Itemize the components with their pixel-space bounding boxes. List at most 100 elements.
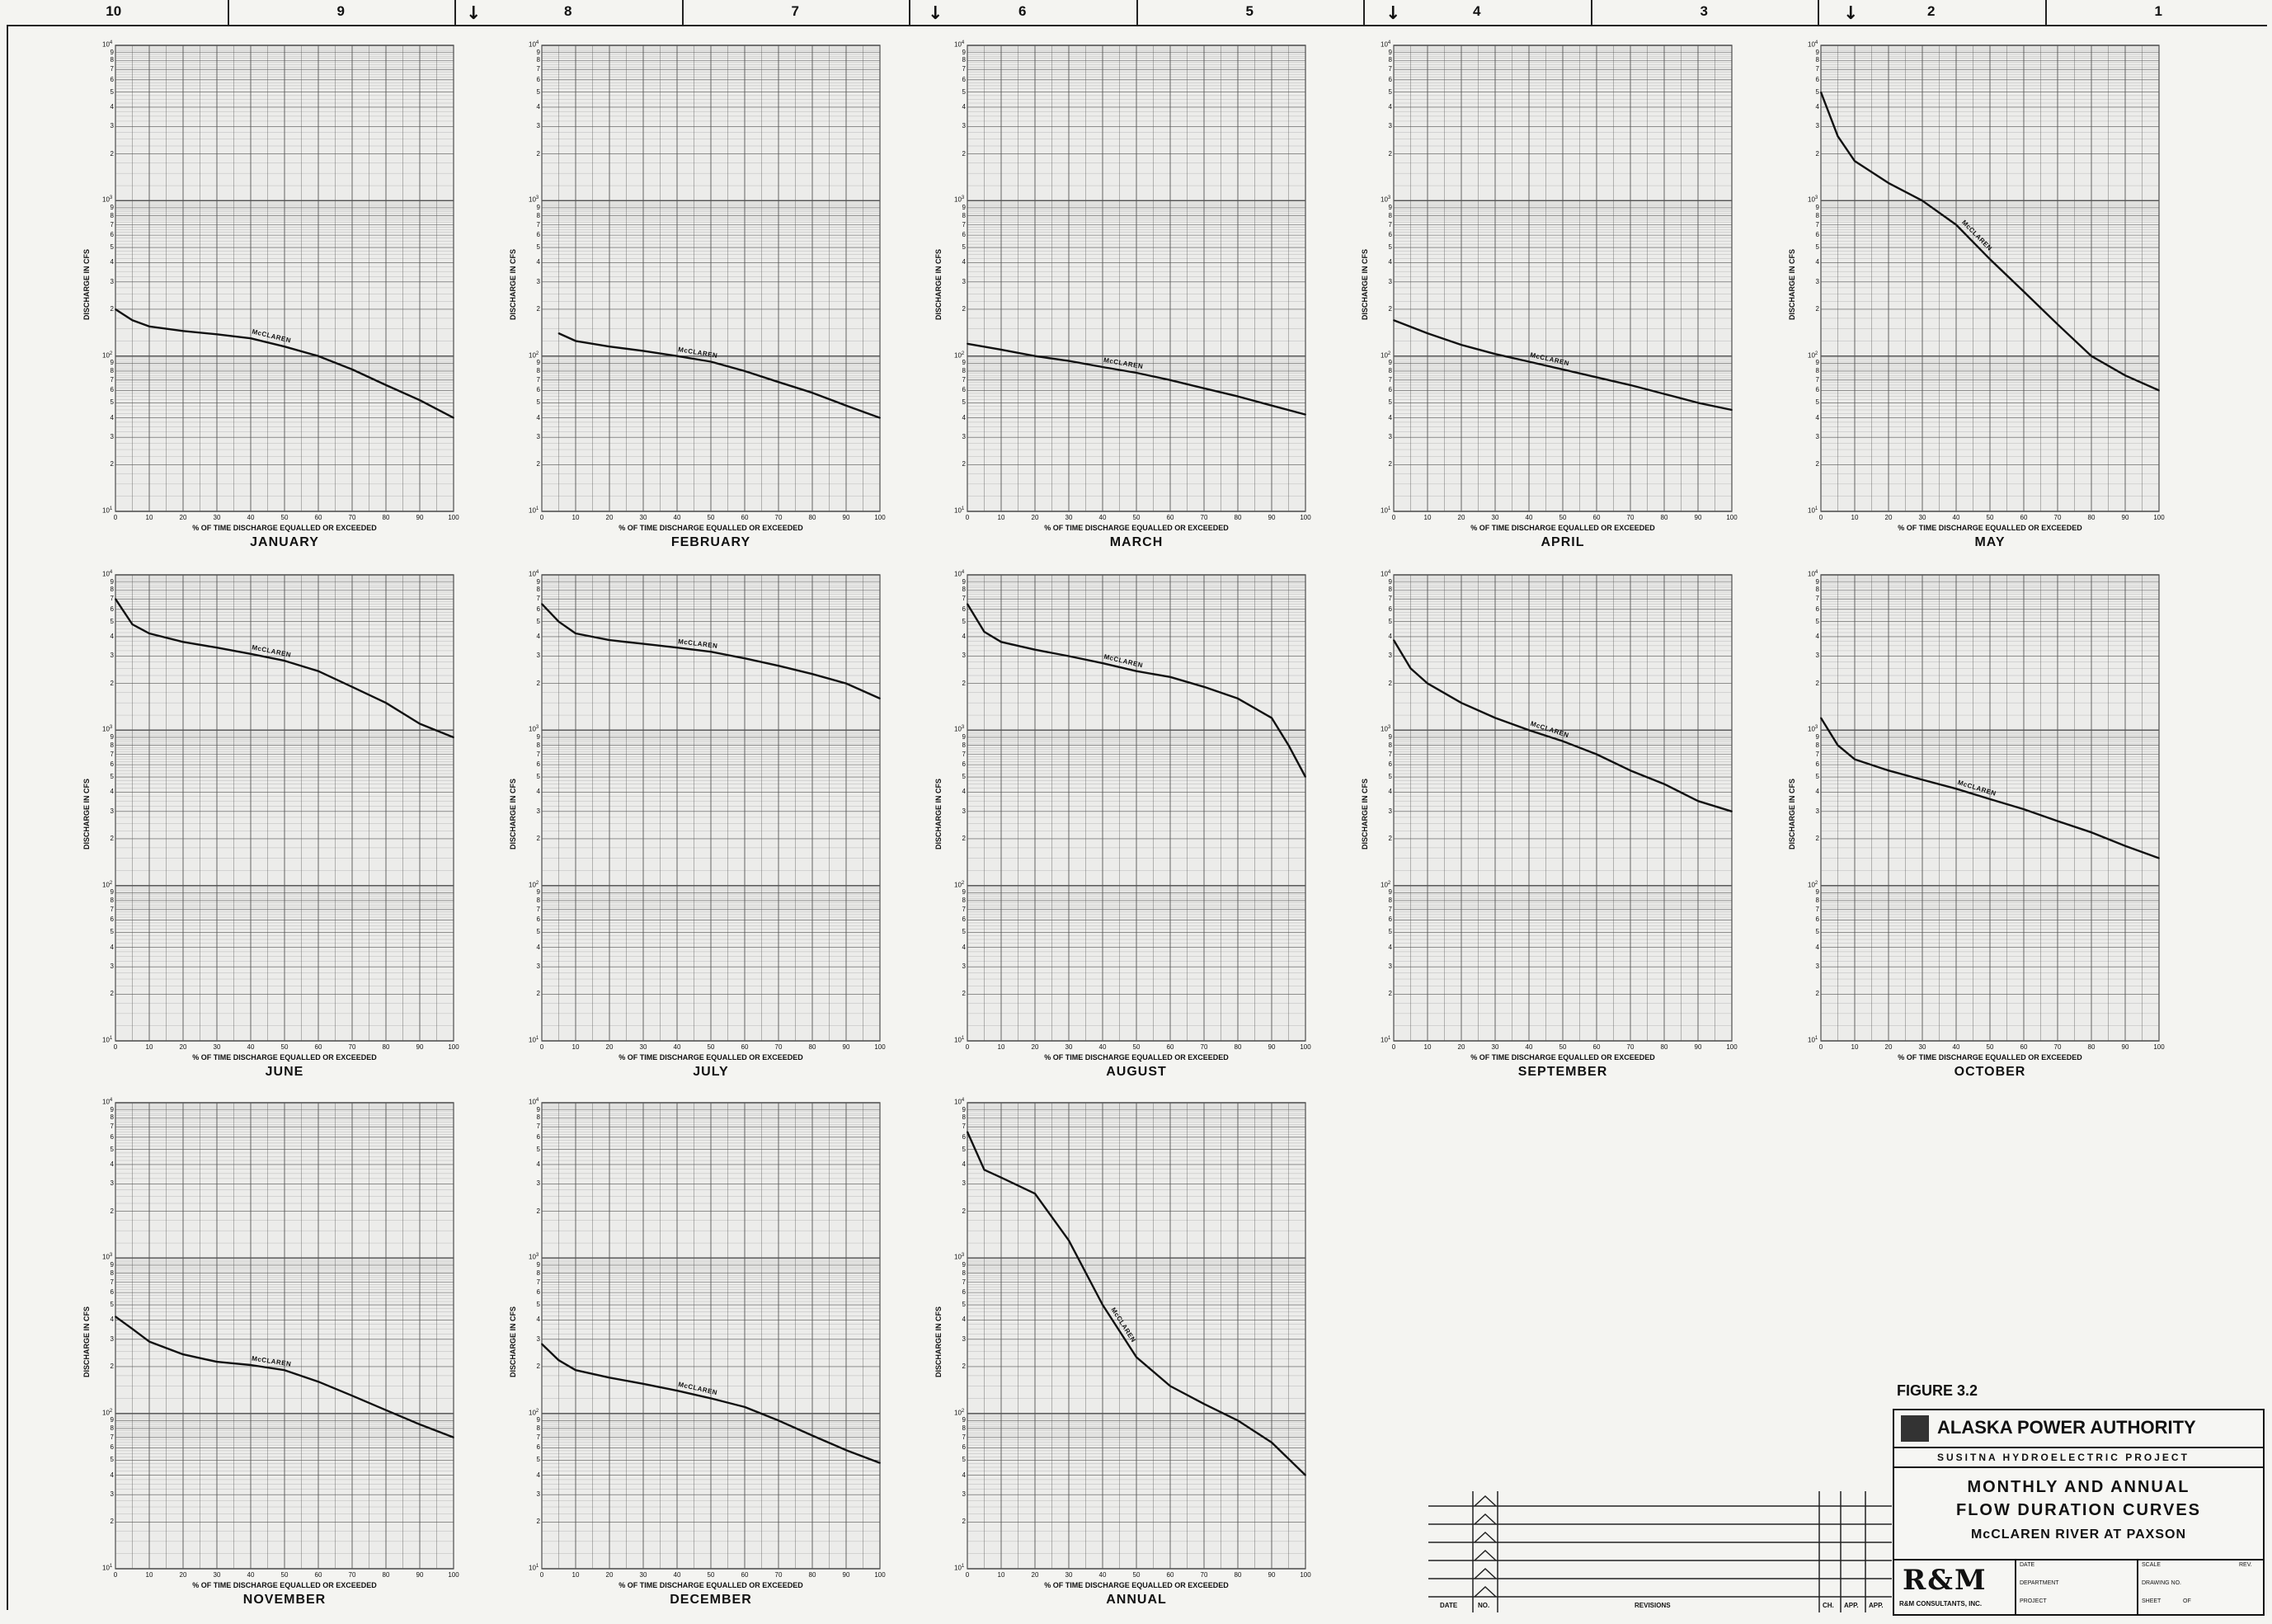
data-point bbox=[967, 603, 968, 605]
y-tick-label: 5 bbox=[962, 398, 966, 407]
data-point bbox=[845, 1449, 847, 1452]
zone-divider bbox=[909, 0, 910, 25]
x-tick-label: 0 bbox=[965, 1043, 970, 1051]
y-tick-label: 6 bbox=[962, 916, 966, 924]
y-tick-label: 8 bbox=[536, 1424, 540, 1432]
chart-title: AUGUST bbox=[1106, 1065, 1167, 1079]
chart-title: JANUARY bbox=[250, 535, 319, 549]
grid-lines bbox=[115, 45, 454, 512]
rev-date-header: DATE bbox=[1440, 1602, 1458, 1609]
x-tick-label: 60 bbox=[314, 1043, 322, 1051]
x-axis-label: % OF TIME DISCHARGE EQUALLED OR EXCEEDED bbox=[619, 1581, 803, 1589]
y-tick-label: 2 bbox=[1815, 834, 1819, 842]
x-axis-label: % OF TIME DISCHARGE EQUALLED OR EXCEEDED bbox=[1898, 1053, 2082, 1061]
x-tick-label: 70 bbox=[348, 1043, 356, 1051]
zone-label-7: 7 bbox=[791, 3, 799, 19]
x-tick-label: 50 bbox=[707, 514, 715, 521]
y-tick-label: 9 bbox=[1815, 359, 1819, 367]
drawing-cell: SCALE DRAWING NO. SHEET OF REV. bbox=[2138, 1560, 2262, 1614]
y-tick-label: 2 bbox=[1388, 304, 1392, 313]
y-tick-label: 2 bbox=[1815, 990, 1819, 998]
x-tick-label: 50 bbox=[1559, 1043, 1567, 1051]
y-tick-label: 5 bbox=[536, 1145, 540, 1153]
rev-app2-header: APP. bbox=[1869, 1602, 1884, 1609]
y-tick-label: 7 bbox=[962, 1123, 966, 1131]
chart-panel-july: McCLAREN 101 2 3 4 5 6 7 8 9 102 2 3 4 5 6 7 8 9 103 2 3 4 5 6 7 8… bbox=[501, 568, 896, 1096]
y-tick-label: 5 bbox=[1388, 398, 1392, 407]
chart-panel-september: McCLAREN 101 2 3 4 5 6 7 8 9 102 2 3 4 5 6 7 8 9 103 2 3 4 5 6 7 8… bbox=[1352, 568, 1748, 1096]
y-tick-label: 2 bbox=[1815, 679, 1819, 687]
data-point bbox=[182, 1353, 184, 1355]
data-point bbox=[778, 381, 779, 384]
y-tick-label: 3 bbox=[962, 122, 966, 130]
data-point bbox=[1854, 160, 1856, 162]
x-tick-label: 70 bbox=[2053, 514, 2062, 521]
data-point bbox=[1427, 682, 1428, 685]
tb-authority-row: ALASKA POWER AUTHORITY bbox=[1894, 1410, 2263, 1448]
y-tick-label: 4 bbox=[536, 413, 540, 421]
y-tick-decade: 101 bbox=[954, 1036, 965, 1044]
y-tick-label: 3 bbox=[962, 1335, 966, 1343]
y-tick-label: 7 bbox=[536, 1433, 540, 1441]
data-point bbox=[983, 1169, 985, 1171]
grid-lines bbox=[967, 1102, 1306, 1570]
data-point bbox=[1955, 788, 1957, 790]
chart-panel-annual: McCLAREN 101 2 3 4 5 6 7 8 9 102 2 3 4 5 6 7 8 9 103 2 3 4 5 6 7 8… bbox=[926, 1096, 1322, 1624]
y-tick-decade: 103 bbox=[954, 195, 965, 204]
data-point bbox=[115, 1316, 116, 1318]
data-point bbox=[453, 1436, 454, 1438]
y-tick-label: 9 bbox=[1388, 48, 1392, 56]
y-tick-label: 2 bbox=[536, 1362, 540, 1370]
chart-panel-march: McCLAREN 101 2 3 4 5 6 7 8 9 102 2 3 4 5 6 7 8 9 103 2 3 4 5 6 7 8… bbox=[926, 39, 1322, 567]
y-tick-label: 6 bbox=[962, 760, 966, 769]
x-tick-label: 20 bbox=[1031, 1043, 1039, 1051]
x-tick-label: 70 bbox=[1200, 1571, 1208, 1579]
y-tick-label: 8 bbox=[110, 366, 114, 374]
x-tick-label: 10 bbox=[145, 1571, 153, 1579]
y-tick-label: 6 bbox=[1388, 386, 1392, 394]
y-tick-decade: 103 bbox=[529, 725, 539, 733]
y-tick-label: 9 bbox=[536, 732, 540, 741]
y-tick-label: 5 bbox=[110, 243, 114, 252]
data-point bbox=[351, 685, 353, 688]
data-point bbox=[575, 633, 576, 634]
tb-project-row: SUSITNA HYDROELECTRIC PROJECT bbox=[1894, 1448, 2263, 1468]
meta-cell: DATE DEPARTMENT PROJECT bbox=[2016, 1560, 2138, 1614]
y-tick-label: 7 bbox=[962, 375, 966, 384]
data-point bbox=[1854, 758, 1856, 760]
data-point bbox=[1287, 744, 1290, 746]
data-point bbox=[1136, 670, 1137, 672]
drawing-no-field: DRAWING NO. bbox=[2142, 1580, 2181, 1586]
y-tick-label: 3 bbox=[536, 807, 540, 815]
data-point bbox=[1820, 91, 1822, 93]
y-tick-decade: 102 bbox=[529, 880, 539, 889]
y-tick-label: 5 bbox=[962, 1301, 966, 1309]
y-tick-decade: 103 bbox=[1381, 195, 1391, 204]
y-tick-label: 8 bbox=[110, 1424, 114, 1432]
data-point bbox=[744, 657, 746, 660]
y-tick-label: 2 bbox=[962, 990, 966, 998]
x-tick-label: 20 bbox=[1457, 514, 1465, 521]
data-point bbox=[1697, 800, 1699, 803]
data-point bbox=[811, 392, 813, 394]
x-tick-label: 80 bbox=[1234, 514, 1242, 521]
data-point bbox=[1034, 355, 1036, 357]
y-tick-label: 4 bbox=[962, 102, 966, 111]
apa-logo-icon bbox=[1901, 1415, 1929, 1442]
x-tick-label: 30 bbox=[1918, 514, 1926, 521]
x-tick-label: 50 bbox=[1559, 514, 1567, 521]
x-tick-label: 20 bbox=[1457, 1043, 1465, 1051]
y-tick-label: 8 bbox=[110, 211, 114, 219]
y-tick-label: 9 bbox=[962, 48, 966, 56]
chart-plot-march bbox=[967, 45, 1306, 512]
data-point bbox=[1203, 387, 1205, 389]
y-tick-label: 2 bbox=[962, 1362, 966, 1370]
zone-label-2: 2 bbox=[1927, 3, 1936, 19]
x-tick-label: 90 bbox=[416, 514, 424, 521]
y-tick-label: 6 bbox=[1388, 760, 1392, 769]
y-tick-label: 3 bbox=[962, 1179, 966, 1188]
data-point bbox=[1596, 753, 1597, 756]
project-name: SUSITNA HYDROELECTRIC PROJECT bbox=[1937, 1452, 2190, 1463]
y-tick-label: 8 bbox=[110, 741, 114, 749]
y-tick-label: 3 bbox=[110, 1335, 114, 1343]
